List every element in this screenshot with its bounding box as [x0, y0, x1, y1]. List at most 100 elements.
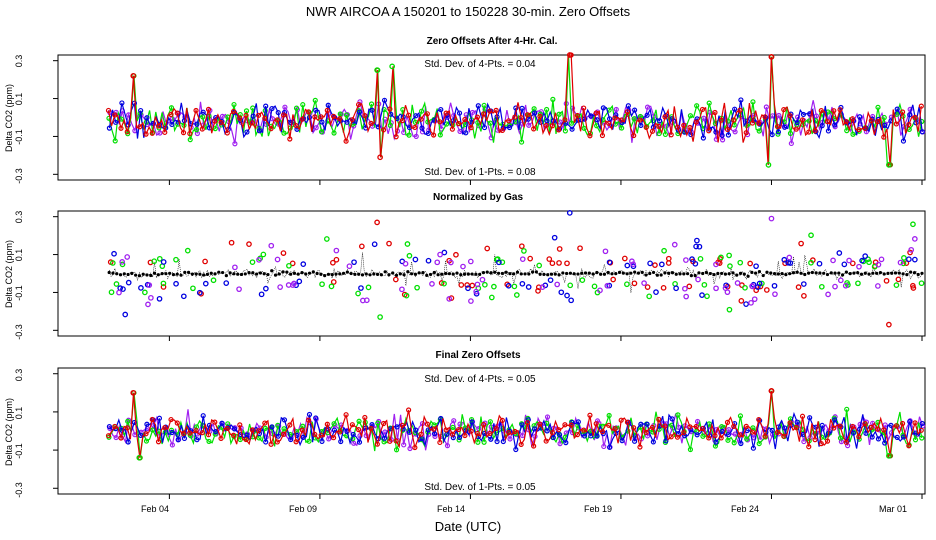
normalized-point: [829, 271, 833, 275]
x-axis-label: Date (UTC): [435, 519, 501, 534]
y-tick-label: 0.3: [14, 211, 24, 224]
series-1-point: [743, 423, 749, 429]
series-1-point: [162, 425, 168, 431]
series-2-point: [193, 127, 200, 133]
series-1-point: [484, 245, 491, 252]
series-4-point: [538, 109, 544, 115]
plot-frame: [57, 210, 926, 337]
series-4-point: [875, 283, 881, 289]
normalized-point: [410, 272, 414, 276]
normalized-point: [901, 272, 905, 276]
series-1-point: [656, 123, 662, 130]
series-1-point: [693, 423, 699, 430]
normalized-point: [213, 272, 217, 276]
series-1-point: [574, 112, 581, 119]
series-3-point: [647, 260, 653, 267]
normalized-point: [878, 271, 883, 275]
series-1-point: [355, 101, 362, 108]
series-1-point: [124, 425, 130, 431]
series-2-point: [918, 280, 925, 287]
series-4-point: [507, 436, 513, 442]
series-4-point: [467, 258, 474, 265]
series-2-point: [719, 423, 725, 430]
normalized-point: [806, 271, 811, 275]
series-4-point: [232, 264, 238, 271]
series-4-point: [474, 281, 481, 288]
series-2-point: [160, 280, 167, 287]
panel-final: Final Zero Offsets Delta CO2 (ppm) -0.3 …: [4, 350, 926, 499]
series-4-point: [613, 106, 619, 113]
series-3-point: [558, 289, 565, 296]
series-4-point: [544, 414, 551, 420]
series-2-point: [206, 438, 212, 445]
series-3-point: [319, 119, 325, 125]
normalized-point: [784, 273, 788, 277]
series-1-point: [293, 439, 299, 445]
series-1-point: [549, 429, 556, 436]
series-3-point: [547, 277, 554, 284]
series-1-point: [343, 138, 349, 144]
series-3-point: [606, 444, 613, 450]
normalized-point: [489, 271, 493, 275]
series-3-point: [800, 281, 807, 287]
series-4-point: [448, 259, 454, 266]
series-1-point: [431, 426, 437, 432]
series-4-point: [726, 426, 732, 433]
series-1-point: [774, 429, 781, 435]
series-3-point: [288, 436, 294, 443]
series-2-point: [750, 99, 756, 105]
series-1-point: [749, 120, 756, 126]
series-1-point: [562, 117, 568, 123]
series-1-point: [618, 417, 624, 423]
series-2-point: [210, 277, 217, 284]
series-3-point: [125, 439, 131, 445]
series-1-point: [118, 435, 124, 441]
series-4-point: [434, 259, 441, 266]
series-1-point: [652, 262, 658, 268]
series-1-point: [681, 122, 687, 128]
series-1-point: [668, 132, 674, 138]
plot-marks: [53, 52, 926, 185]
series-2-point: [387, 122, 393, 128]
series-4-point: [682, 285, 688, 292]
y-tick-label: 0.3: [14, 369, 24, 382]
series-3-point: [673, 285, 679, 292]
series-4-point: [846, 257, 852, 264]
series-4-point: [413, 133, 419, 139]
series-1-point: [368, 120, 374, 126]
series-1-point: [731, 117, 737, 123]
normalized-point: [496, 271, 501, 275]
series-2-point: [687, 446, 694, 453]
std-dev-1pt-note: Std. Dev. of 1-Pts. = 0.05: [424, 482, 536, 493]
series-1-point: [543, 438, 549, 444]
series-1-point: [799, 413, 806, 419]
series-1-point: [531, 443, 537, 449]
series-1-point: [289, 260, 296, 267]
series-4-point: [519, 256, 526, 263]
series-1-point: [324, 107, 330, 113]
series-1-point: [549, 123, 556, 129]
series-3-point: [120, 286, 126, 292]
series-1-point: [631, 425, 637, 431]
series-4-point: [911, 236, 918, 242]
series-4-point: [602, 248, 609, 255]
series-3-point: [696, 243, 703, 250]
normalized-point: [731, 271, 735, 275]
series-2-point: [412, 430, 418, 436]
series-1-point: [564, 260, 570, 267]
series-2-point: [125, 418, 131, 424]
normalized-point: [462, 272, 467, 276]
series-2-point: [656, 130, 662, 137]
series-3-point: [525, 284, 532, 290]
series-1-point: [763, 287, 770, 293]
series-3-point: [669, 416, 675, 422]
series-1-point: [318, 432, 324, 438]
series-2-point: [151, 258, 158, 265]
series-4-point: [713, 285, 719, 292]
series-1-point: [143, 431, 149, 437]
normalized-point: [179, 273, 183, 277]
series-3-point: [763, 115, 769, 121]
series-1-point: [849, 423, 856, 430]
normalized-point: [875, 271, 879, 275]
series-1-point: [105, 433, 112, 439]
